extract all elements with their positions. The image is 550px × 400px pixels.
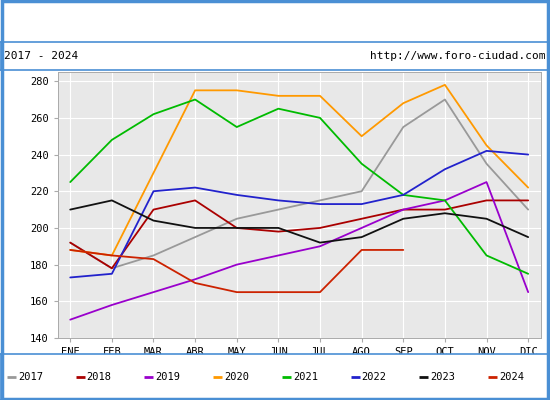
Text: 2017: 2017 (18, 372, 43, 382)
Text: 2018: 2018 (87, 372, 112, 382)
Text: 2017 - 2024: 2017 - 2024 (4, 51, 79, 61)
Text: 2021: 2021 (293, 372, 318, 382)
Text: Evolucion del paro registrado en Moclín: Evolucion del paro registrado en Moclín (130, 13, 420, 29)
Text: http://www.foro-ciudad.com: http://www.foro-ciudad.com (370, 51, 546, 61)
Text: 2022: 2022 (362, 372, 387, 382)
Text: 2020: 2020 (224, 372, 249, 382)
Text: 2024: 2024 (499, 372, 524, 382)
Text: 2019: 2019 (156, 372, 180, 382)
Text: 2023: 2023 (430, 372, 455, 382)
